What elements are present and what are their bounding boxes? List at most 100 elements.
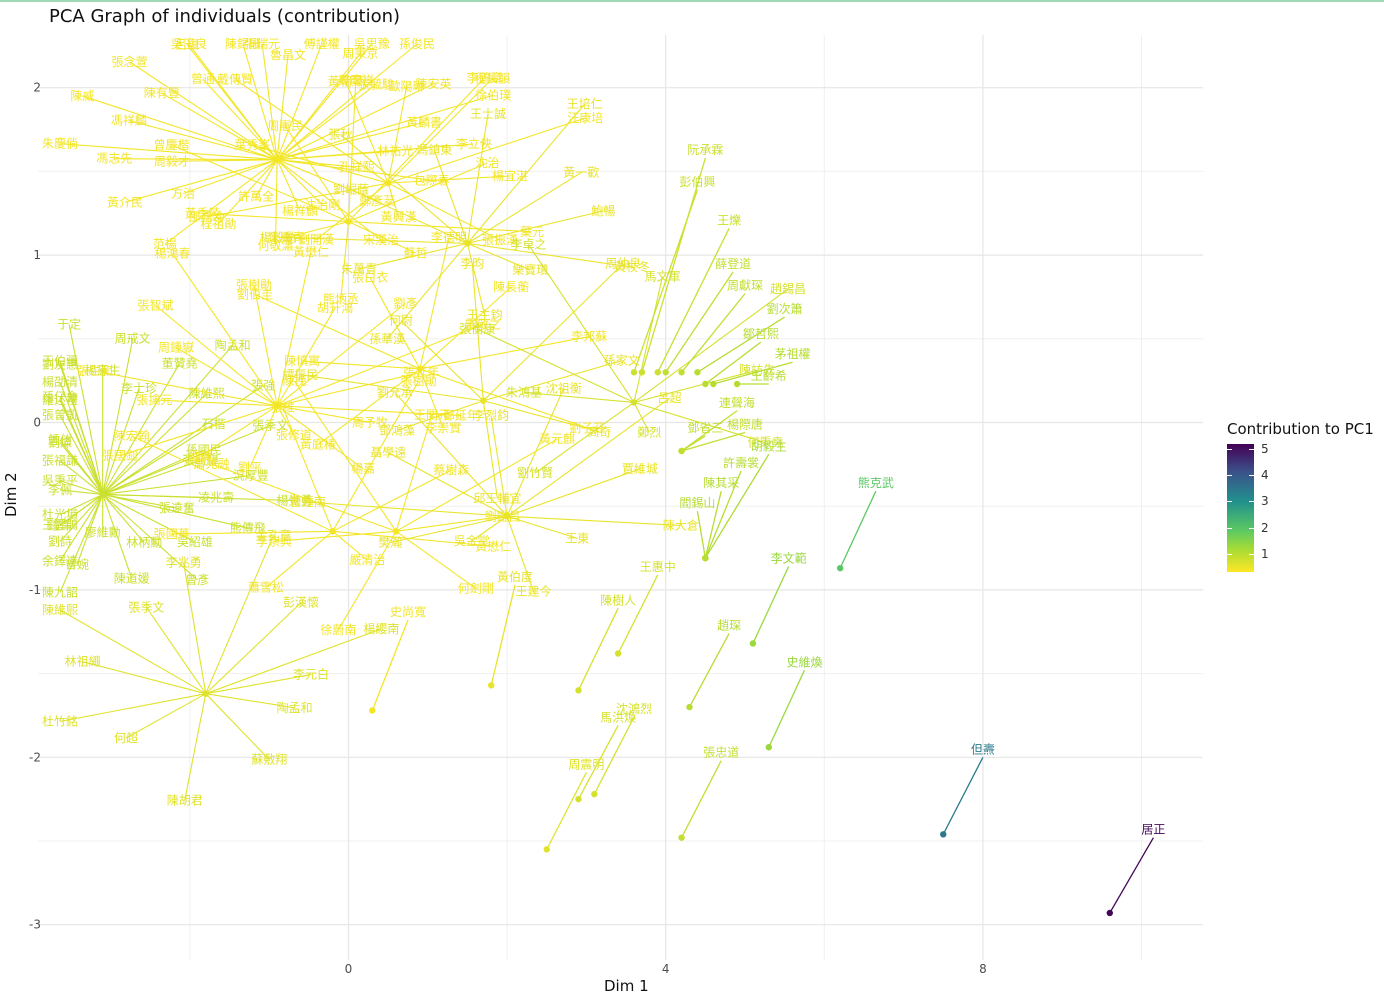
data-point bbox=[273, 402, 281, 409]
repel-segment bbox=[348, 77, 485, 222]
point-label: 趙錫昌 bbox=[770, 281, 806, 296]
point-label: 熊克武 bbox=[858, 475, 894, 490]
point-label: 何尉 bbox=[389, 313, 413, 328]
repel-segment bbox=[337, 531, 397, 631]
repel-segment bbox=[102, 424, 271, 495]
repel-segment bbox=[276, 159, 382, 241]
point-label: 張國釗 bbox=[102, 448, 138, 463]
repel-segment bbox=[276, 323, 483, 407]
point-label: 陳胡君 bbox=[167, 793, 203, 807]
point-label: 李卓之 bbox=[510, 236, 546, 251]
repel-segment bbox=[332, 380, 420, 532]
point-label: 劉平 bbox=[238, 459, 262, 474]
repel-segment bbox=[490, 584, 516, 686]
point-label: 賈維城 bbox=[622, 462, 658, 476]
repel-segment bbox=[419, 336, 590, 370]
repel-segment bbox=[340, 134, 468, 244]
repel-segment bbox=[255, 159, 278, 197]
point-label: 徐蔚南 bbox=[320, 622, 356, 637]
repel-segment bbox=[387, 86, 408, 184]
repel-segment bbox=[942, 757, 984, 835]
point-label: 吳秉平 bbox=[42, 474, 78, 488]
data-point bbox=[369, 707, 376, 714]
repel-segment bbox=[171, 144, 349, 223]
point-label: 馬洪煥 bbox=[600, 710, 636, 724]
repel-segment bbox=[593, 716, 635, 795]
point-label: 余鐸達 bbox=[42, 553, 78, 568]
repel-segment bbox=[59, 414, 104, 495]
point-label: 沈鴻烈 bbox=[616, 701, 652, 716]
repel-segment bbox=[284, 125, 349, 222]
data-point bbox=[503, 513, 511, 520]
point-label: 陳其采 bbox=[703, 476, 739, 490]
repel-segment bbox=[286, 221, 349, 239]
legend-tick-label: 4 bbox=[1261, 468, 1269, 483]
repel-segment bbox=[276, 84, 377, 161]
repel-segment bbox=[95, 370, 278, 407]
repel-segment bbox=[294, 380, 397, 532]
point-label: 王齡希 bbox=[751, 368, 787, 383]
point-label: 居正 bbox=[1141, 823, 1165, 837]
point-label: 金孔章 bbox=[255, 528, 291, 543]
point-label: 馮祥麟 bbox=[111, 113, 147, 128]
legend-colorbar bbox=[1227, 444, 1254, 572]
point-label: 黃季陸 bbox=[185, 207, 221, 221]
repel-segment bbox=[129, 61, 278, 161]
repel-segment bbox=[184, 693, 207, 801]
repel-segment bbox=[471, 263, 484, 401]
repel-segment bbox=[395, 530, 477, 589]
point-label: 何超 bbox=[114, 730, 138, 745]
data-point bbox=[694, 369, 701, 376]
point-label: 吳思豫 bbox=[354, 37, 390, 51]
repel-segment bbox=[59, 494, 104, 562]
repel-segment bbox=[59, 381, 104, 495]
repel-segment bbox=[577, 608, 619, 691]
x-tick-label: 8 bbox=[979, 962, 987, 976]
repel-segment bbox=[183, 562, 207, 694]
repel-segment bbox=[681, 410, 738, 452]
y-tick-label: -3 bbox=[29, 918, 41, 932]
repel-segment bbox=[154, 399, 278, 407]
point-label: 陳樹人 bbox=[600, 593, 636, 607]
point-label: 陳安英 bbox=[415, 76, 451, 91]
point-label: 王士誠 bbox=[470, 107, 506, 121]
point-label: 羅述禮 bbox=[42, 393, 78, 407]
repel-segment bbox=[633, 288, 789, 403]
repel-segment bbox=[276, 307, 336, 407]
point-label: 熊傳飛 bbox=[230, 520, 266, 535]
point-label: 史維煥 bbox=[786, 655, 822, 669]
repel-segment bbox=[507, 515, 681, 527]
point-label: 何敬瀟 bbox=[257, 238, 293, 252]
repel-segment bbox=[506, 397, 670, 517]
data-point bbox=[678, 369, 685, 376]
point-label: 張毓驊 bbox=[183, 452, 219, 467]
repel-segment bbox=[577, 725, 619, 800]
point-label: 楊宜湛 bbox=[492, 168, 528, 183]
point-label: 劉燦 bbox=[48, 435, 72, 450]
repel-segment bbox=[633, 401, 766, 444]
repel-segment bbox=[102, 494, 198, 581]
x-tick-label: 0 bbox=[345, 962, 353, 976]
point-label: 王惠中 bbox=[640, 559, 676, 574]
repel-segment bbox=[617, 574, 659, 654]
repel-segment bbox=[171, 530, 333, 535]
data-point bbox=[392, 528, 400, 535]
repel-segment bbox=[387, 78, 493, 184]
data-point bbox=[630, 399, 638, 406]
point-label: 呂復 bbox=[175, 36, 199, 51]
repel-segment bbox=[59, 396, 104, 495]
repel-segment bbox=[276, 405, 295, 436]
repel-segment bbox=[400, 320, 484, 402]
repel-segment bbox=[396, 515, 503, 532]
point-label: 劉開漢 bbox=[298, 232, 334, 247]
data-point bbox=[273, 156, 281, 163]
point-label: 鍾信 bbox=[48, 433, 72, 447]
repel-segment bbox=[534, 401, 635, 474]
point-label: 鐘澤 bbox=[48, 517, 72, 532]
point-label: 張維 bbox=[271, 400, 295, 414]
point-label: 周獻琛 bbox=[727, 278, 763, 293]
data-point bbox=[678, 447, 685, 455]
point-label: 歐陽琳 bbox=[389, 78, 425, 93]
point-label: 陳有豐 bbox=[144, 86, 180, 100]
